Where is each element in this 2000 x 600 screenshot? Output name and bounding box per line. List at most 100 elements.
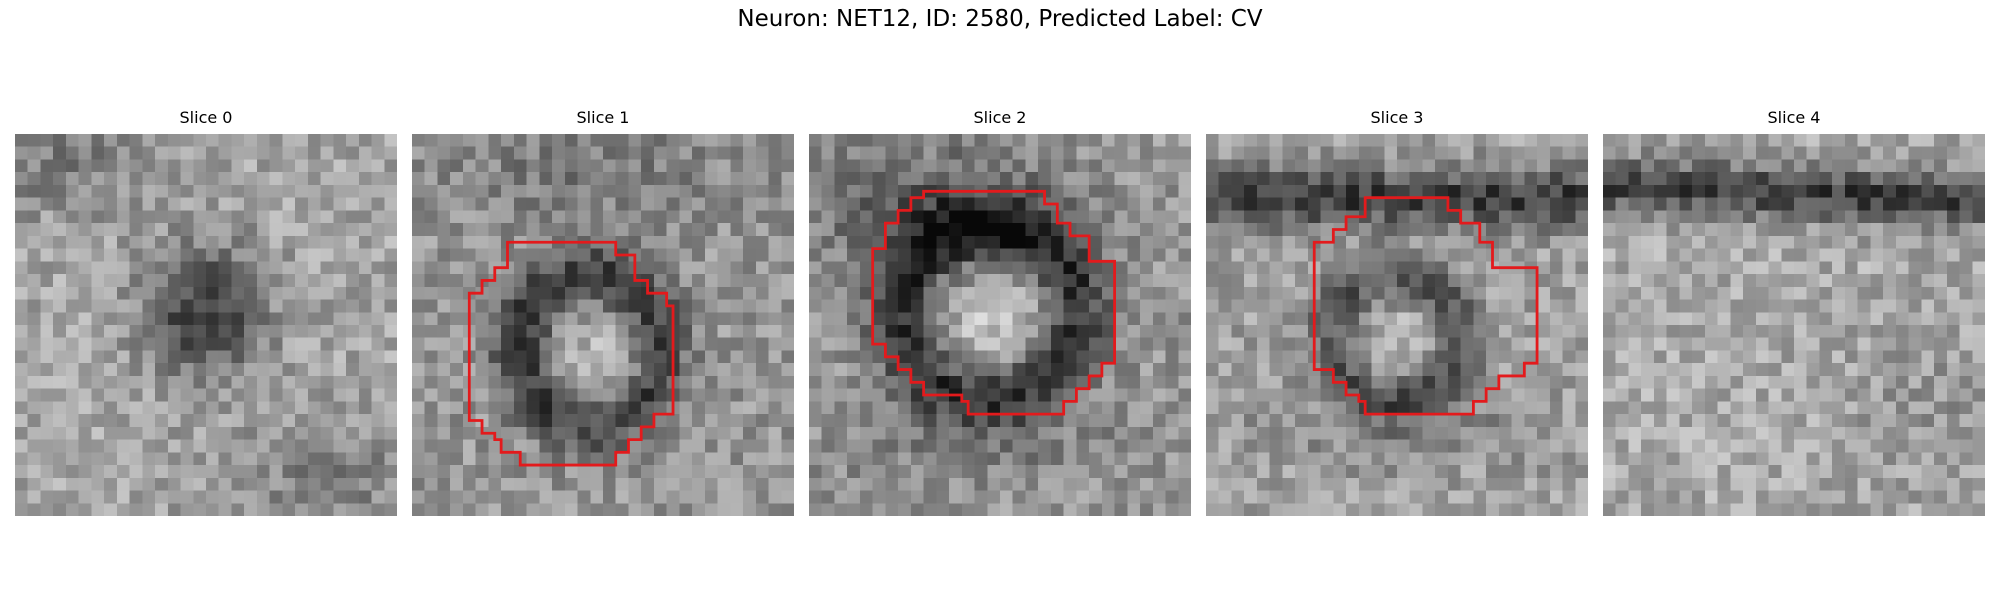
image-pixel [1562, 414, 1576, 428]
image-pixel [65, 477, 79, 491]
image-pixel [1628, 350, 1642, 364]
image-pixel [78, 197, 92, 211]
image-pixel [1895, 503, 1909, 516]
image-pixel [206, 184, 219, 198]
image-pixel [65, 337, 79, 351]
image-pixel [768, 426, 782, 440]
image-pixel [564, 248, 578, 262]
image-pixel [167, 337, 181, 351]
image-pixel [1025, 375, 1039, 389]
image-pixel [666, 235, 680, 249]
image-pixel [1972, 274, 1985, 288]
image-pixel [513, 490, 527, 504]
image-pixel [1307, 452, 1321, 466]
image-pixel [859, 452, 873, 466]
image-pixel [358, 426, 372, 440]
image-pixel [961, 490, 975, 504]
image-pixel [1537, 388, 1551, 402]
image-pixel [1781, 490, 1795, 504]
image-pixel [1152, 477, 1166, 491]
image-pixel [193, 274, 207, 288]
image-pixel [1050, 503, 1064, 516]
image-pixel [1537, 197, 1551, 211]
image-pixel [641, 350, 655, 364]
image-pixel [1473, 159, 1487, 173]
image-pixel [743, 184, 757, 198]
image-pixel [1717, 248, 1731, 262]
image-pixel [923, 452, 937, 466]
slice-image-0 [15, 134, 397, 516]
image-pixel [1063, 286, 1077, 300]
image-pixel [666, 172, 680, 186]
image-pixel [1269, 452, 1283, 466]
image-pixel [462, 261, 476, 275]
image-pixel [717, 274, 731, 288]
image-pixel [885, 172, 899, 186]
image-pixel [104, 159, 118, 173]
image-pixel [1140, 184, 1154, 198]
image-pixel [1806, 146, 1820, 160]
image-pixel [923, 146, 937, 160]
image-pixel [679, 375, 693, 389]
image-pixel [358, 184, 372, 198]
image-pixel [384, 375, 397, 389]
image-pixel [15, 350, 28, 364]
image-pixel [193, 363, 207, 377]
image-pixel [859, 223, 873, 237]
image-pixel [885, 414, 899, 428]
image-pixel [1946, 261, 1960, 275]
image-pixel [704, 426, 718, 440]
image-pixel [40, 286, 54, 300]
image-pixel [320, 325, 334, 338]
image-pixel [1575, 414, 1588, 428]
image-pixel [679, 363, 693, 377]
image-pixel [1114, 159, 1128, 173]
image-pixel [1012, 363, 1026, 377]
image-pixel [346, 159, 360, 173]
image-pixel [1794, 261, 1807, 275]
image-pixel [1819, 134, 1833, 147]
image-pixel [193, 235, 207, 249]
image-pixel [1422, 414, 1436, 428]
image-pixel [1435, 439, 1449, 453]
image-pixel [1946, 274, 1960, 288]
image-pixel [1244, 172, 1258, 186]
image-pixel [307, 414, 321, 428]
image-pixel [475, 299, 489, 313]
image-pixel [1679, 197, 1693, 211]
image-pixel [1524, 388, 1538, 402]
image-pixel [768, 414, 782, 428]
image-pixel [1615, 134, 1629, 147]
image-pixel [1320, 414, 1334, 428]
image-pixel [256, 146, 270, 160]
image-pixel [1692, 248, 1706, 262]
image-pixel [412, 426, 425, 440]
image-pixel [167, 401, 181, 415]
image-pixel [1206, 363, 1219, 377]
image-pixel [1435, 465, 1449, 479]
image-pixel [513, 286, 527, 300]
image-pixel [1819, 337, 1833, 351]
image-pixel [1562, 159, 1576, 173]
image-pixel [987, 465, 1001, 479]
image-pixel [1781, 452, 1795, 466]
image-pixel [167, 490, 181, 504]
image-pixel [987, 286, 1001, 300]
image-pixel [1409, 210, 1423, 224]
image-pixel [1666, 503, 1680, 516]
image-pixel [15, 146, 28, 160]
image-pixel [1781, 439, 1795, 453]
image-pixel [847, 337, 861, 351]
image-pixel [1794, 452, 1807, 466]
image-pixel [1628, 299, 1642, 313]
image-pixel [1152, 350, 1166, 364]
image-pixel [78, 388, 92, 402]
image-pixel [1615, 274, 1629, 288]
image-pixel [1397, 337, 1410, 351]
image-pixel [961, 350, 975, 364]
image-pixel [1101, 426, 1115, 440]
image-pixel [256, 452, 270, 466]
image-pixel [1256, 452, 1270, 466]
image-pixel [1206, 401, 1219, 415]
image-pixel [603, 465, 616, 479]
